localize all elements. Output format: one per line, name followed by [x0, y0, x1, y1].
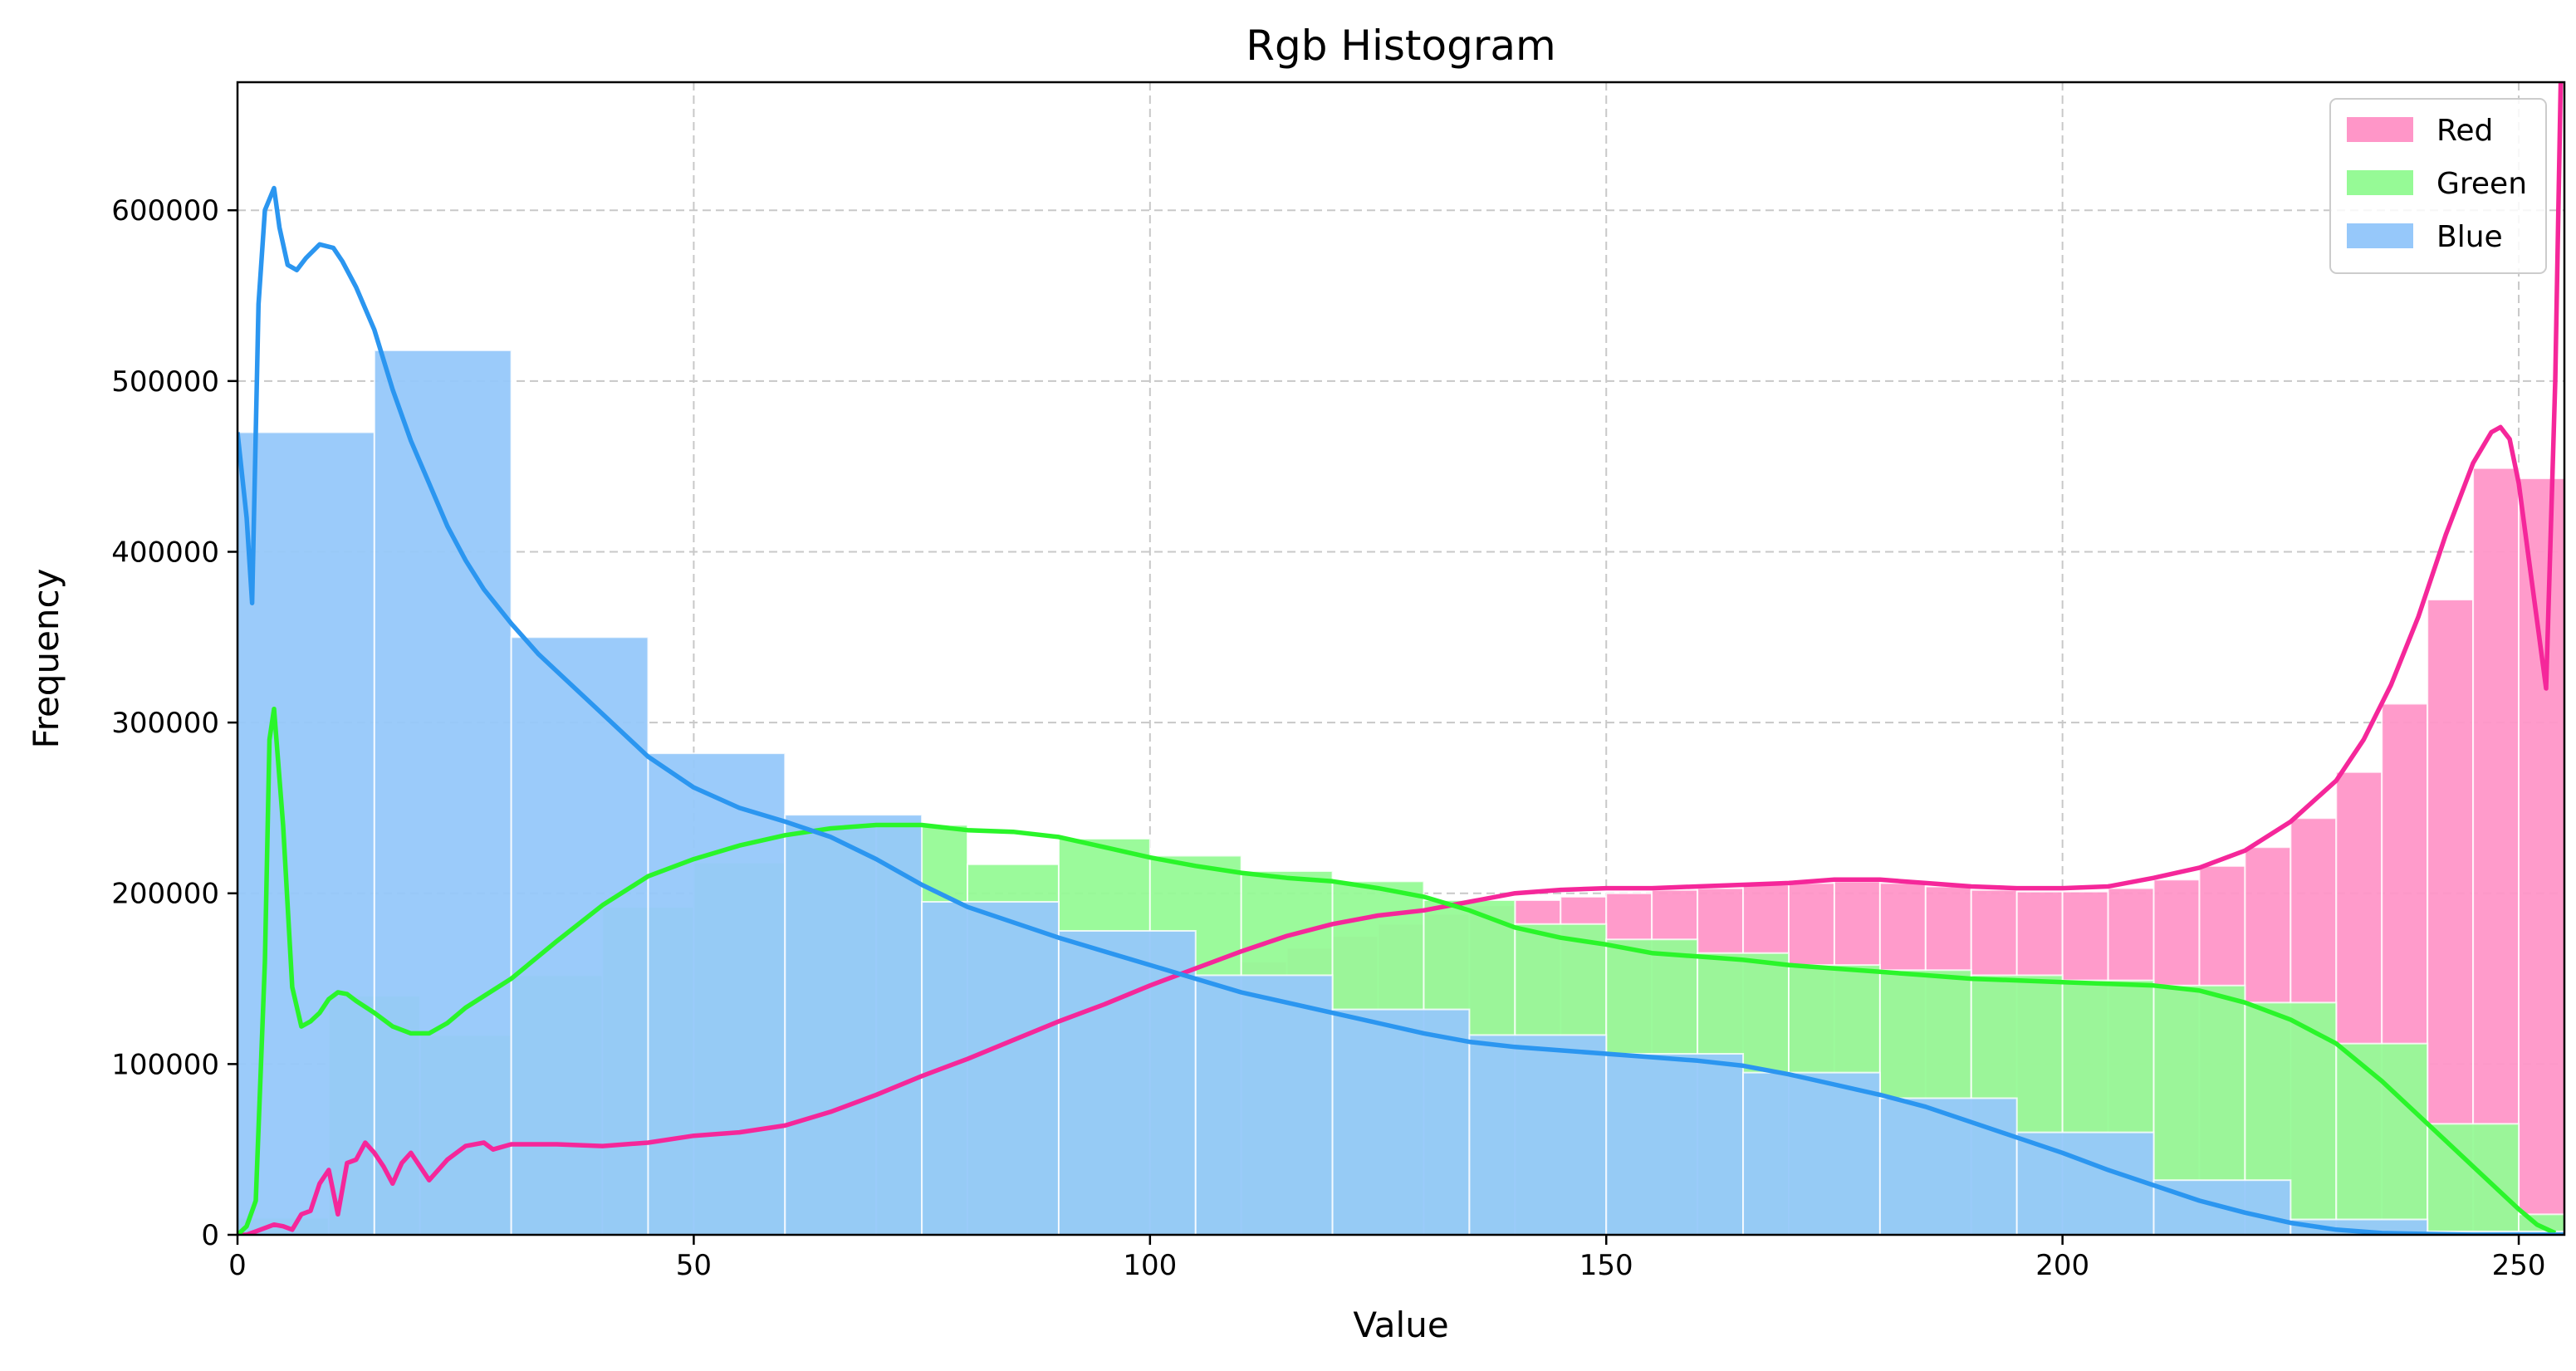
y-tick-label: 600000	[111, 194, 219, 228]
curve-blue	[238, 185, 2564, 1235]
legend-label-green: Green	[2436, 167, 2527, 201]
x-tick-label: 200	[2035, 1249, 2089, 1282]
x-tick-label: 150	[1579, 1249, 1633, 1282]
bar-red	[2518, 477, 2566, 1236]
y-tick-label: 300000	[111, 707, 219, 740]
legend-swatch-red	[2347, 117, 2413, 142]
x-tick-label: 50	[676, 1249, 712, 1282]
bar-blue	[2015, 1131, 2155, 1236]
bar-red	[2472, 467, 2520, 1236]
legend-label-red: Red	[2436, 114, 2493, 148]
legend-label-blue: Blue	[2436, 220, 2503, 254]
x-tick-label: 100	[1123, 1249, 1177, 1282]
bar-blue	[1878, 1097, 2018, 1236]
bar-green	[2427, 1123, 2520, 1236]
bar-blue	[373, 349, 512, 1236]
legend-item-green: Green	[2347, 167, 2527, 201]
chart-title: Rgb Histogram	[1246, 22, 1556, 70]
x-tick-label: 0	[228, 1249, 247, 1282]
bars-blue	[237, 349, 2566, 1236]
bar-blue	[1468, 1034, 1608, 1236]
curve-green	[238, 706, 2557, 1235]
x-tick-label: 250	[2492, 1249, 2546, 1282]
ticks-layer: 0 50 100 150 200 250 0 100000 200000 300000 400000…	[111, 194, 2545, 1282]
y-tick-label: 400000	[111, 536, 219, 569]
y-axis-title: Frequency	[26, 569, 66, 749]
bar-blue	[1742, 1071, 1881, 1236]
bar-blue	[1331, 1008, 1471, 1236]
y-tick-label: 500000	[111, 365, 219, 399]
legend: Red Green Blue	[2329, 98, 2547, 274]
legend-swatch-green	[2347, 170, 2413, 195]
x-axis-title: Value	[1353, 1305, 1448, 1345]
bar-blue	[1194, 974, 1334, 1236]
bar-green	[2335, 1042, 2429, 1236]
bars-layer	[237, 349, 2566, 1236]
legend-item-blue: Blue	[2347, 220, 2503, 254]
bar-blue	[1605, 1053, 1745, 1236]
legend-item-red: Red	[2347, 114, 2493, 148]
bar-blue	[647, 752, 786, 1236]
plot-frame	[236, 81, 2566, 1236]
bar-blue	[784, 814, 923, 1236]
curve-red	[238, 82, 2564, 1235]
bar-blue	[1057, 929, 1197, 1236]
y-tick-label: 0	[201, 1219, 219, 1252]
legend-swatch-blue	[2347, 223, 2413, 248]
y-tick-label: 200000	[111, 878, 219, 911]
y-tick-label: 100000	[111, 1048, 219, 1081]
density-curves-layer	[238, 82, 2564, 1235]
